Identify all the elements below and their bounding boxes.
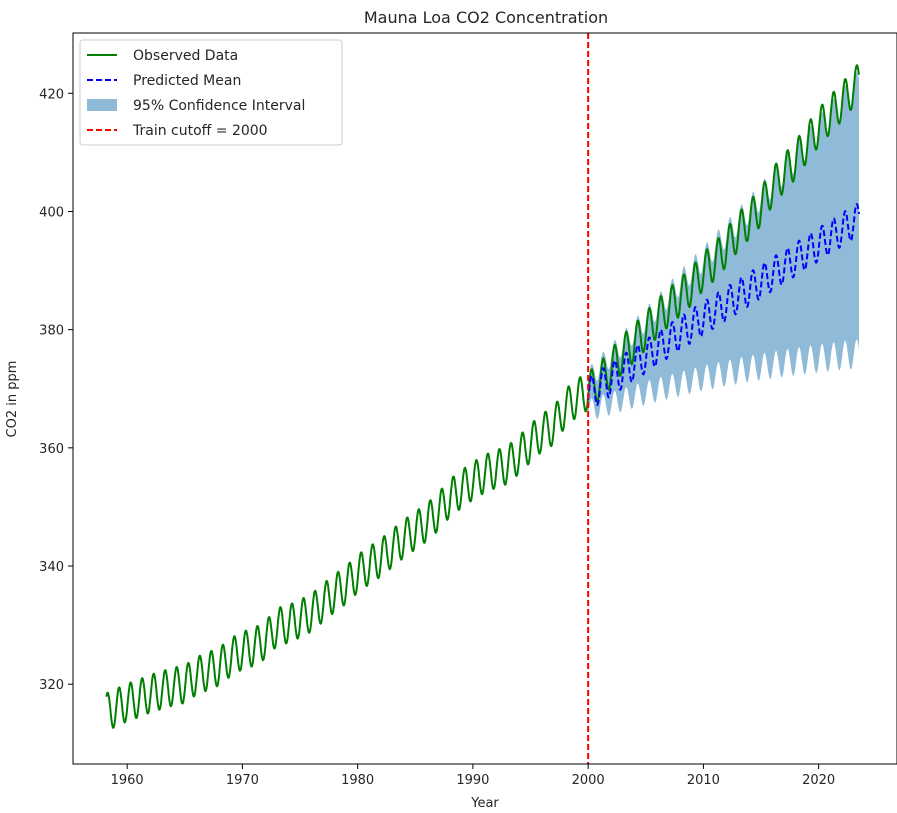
y-tick-label: 340	[39, 560, 64, 575]
x-tick-label: 1970	[226, 773, 259, 788]
y-tick-label: 360	[39, 442, 64, 457]
legend-label: Train cutoff = 2000	[132, 123, 268, 139]
legend-label: 95% Confidence Interval	[133, 98, 305, 114]
predicted-mean-line	[587, 203, 860, 407]
observed-layer	[105, 64, 860, 729]
x-tick-label: 1980	[341, 773, 374, 788]
observed-data-line	[105, 64, 860, 729]
y-tick-label: 320	[39, 678, 64, 693]
x-tick-label: 2000	[572, 773, 605, 788]
y-axis: 320 340 360 380 400 420	[39, 87, 73, 693]
axes-frame	[72, 32, 897, 765]
predicted-layer	[587, 203, 860, 407]
legend: Observed Data Predicted Mean 95% Confidenc…	[79, 39, 343, 146]
x-tick-label: 1960	[111, 773, 144, 788]
legend-label: Observed Data	[133, 48, 238, 64]
legend-label: Predicted Mean	[133, 73, 241, 89]
x-tick-label: 2020	[802, 773, 835, 788]
x-tick-label: 2010	[687, 773, 720, 788]
x-axis: 1960 1970 1980 1990 2000 2010 2020	[111, 764, 835, 788]
chart-title: Mauna Loa CO2 Concentration	[364, 8, 608, 27]
y-axis-title: CO2 in ppm	[5, 361, 20, 438]
plot-area	[105, 33, 860, 764]
legend-swatch	[87, 99, 117, 111]
y-tick-label: 420	[39, 87, 64, 102]
x-axis-title: Year	[470, 796, 499, 811]
x-tick-label: 1990	[456, 773, 489, 788]
y-tick-label: 400	[39, 205, 64, 220]
legend-box	[79, 39, 343, 146]
y-tick-label: 380	[39, 324, 64, 339]
